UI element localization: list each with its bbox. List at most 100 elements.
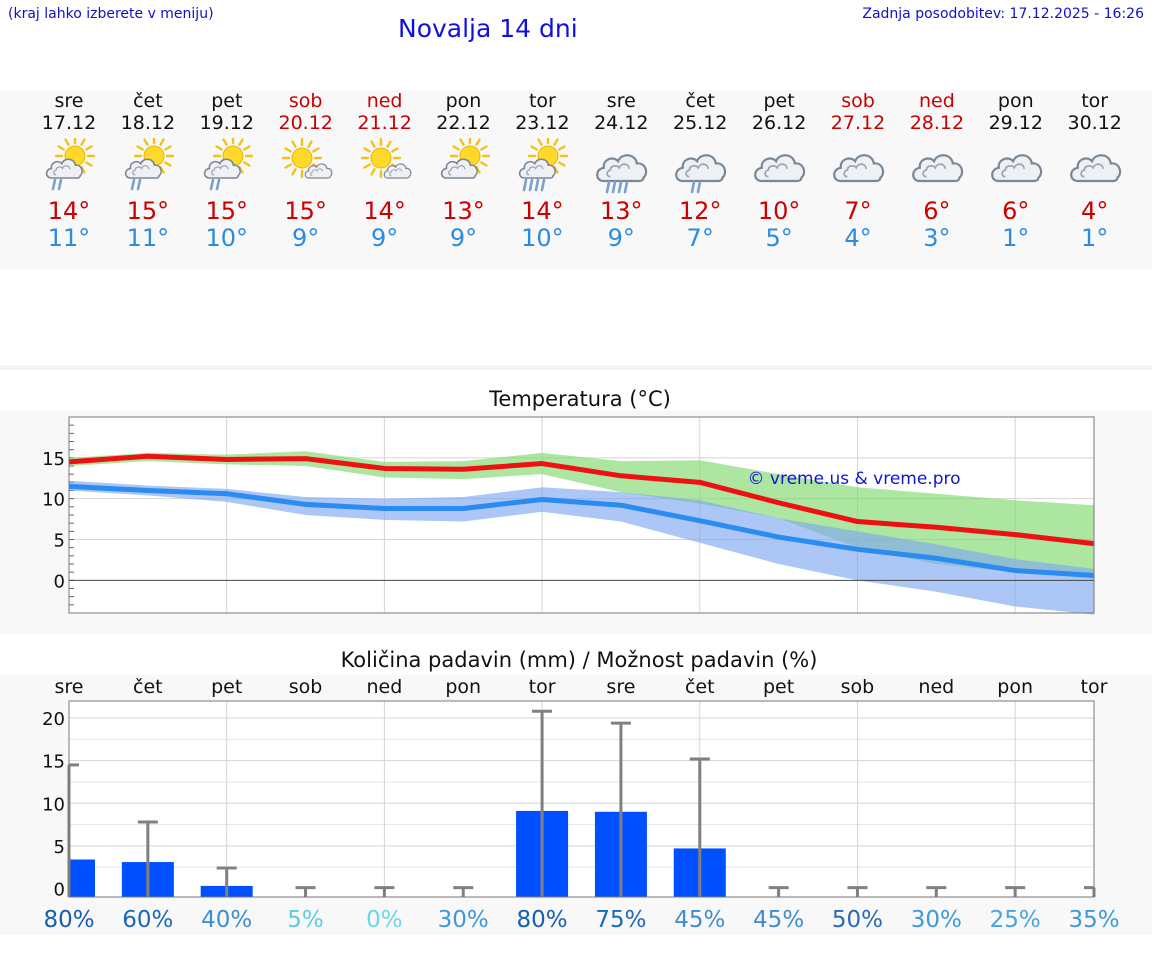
day-name: čet [685, 90, 715, 112]
precipitation-x-day-label: sob [289, 676, 323, 698]
min-temperature: 9° [370, 224, 399, 252]
max-temperature: 6° [923, 197, 951, 225]
min-temperature-line [68, 483, 1095, 578]
day-name: pon [997, 90, 1034, 112]
precipitation-x-day-label: čet [133, 676, 163, 698]
temperature-plot-frame [68, 416, 1095, 614]
precipitation-probability-label: 30% [438, 907, 489, 933]
sun-small-cloud-icon [278, 137, 334, 194]
day-date: 23.12 [515, 112, 570, 134]
precipitation-x-day-label: čet [685, 676, 715, 698]
day-date: 20.12 [278, 112, 333, 134]
min-temperature: 10° [205, 224, 249, 252]
cloud-heavy-rain-icon [593, 138, 649, 194]
precipitation-plot-area [69, 701, 1094, 897]
max-temperature: 15° [284, 197, 327, 225]
precipitation-probability-label: 40% [201, 907, 252, 933]
min-temperature: 11° [47, 224, 91, 252]
day-date: 25.12 [672, 112, 728, 134]
day-date: 22.12 [436, 112, 491, 134]
watermark: © vreme.us & vreme.pro [747, 469, 960, 489]
precipitation-y-tick-label: 0 [54, 879, 65, 900]
cloud-icon [909, 138, 965, 194]
day-column: sre 17.12 14° 11° [29, 90, 109, 252]
precipitation-x-day-label: pon [997, 676, 1033, 698]
precipitation-plot-frame [68, 700, 1095, 898]
precipitation-y-tick-label: 5 [54, 837, 65, 858]
day-name: čet [133, 90, 163, 112]
precipitation-probability-label: 30% [911, 907, 962, 933]
day-date: 28.12 [909, 112, 965, 134]
cloud-rain-icon [672, 138, 728, 194]
precipitation-bar [69, 859, 95, 897]
day-date: 19.12 [199, 112, 254, 134]
cloud-icon [1067, 138, 1123, 194]
daily-forecast-strip: sre 17.12 14° 11° čet 18.12 15° 11° pet … [0, 90, 1152, 270]
precipitation-y-tick-label: 20 [42, 709, 65, 730]
precipitation-x-day-label: pet [211, 676, 242, 698]
precipitation-x-day-label: sre [606, 676, 635, 698]
max-temperature: 7° [844, 197, 872, 225]
precipitation-x-day-label: sre [55, 676, 84, 698]
precipitation-chart-title: Količina padavin (mm) / Možnost padavin … [340, 648, 818, 672]
separator-band [0, 365, 1152, 370]
max-temperature: 15° [205, 197, 249, 225]
day-column: čet 25.12 12° 7° [660, 90, 740, 252]
day-date: 21.12 [357, 112, 412, 134]
max-temperature: 12° [678, 197, 722, 225]
max-temperature: 13° [442, 197, 485, 225]
location-hint: (kraj lahko izberete v meniju) [8, 6, 214, 22]
day-column: pet 19.12 15° 10° [187, 90, 267, 252]
cloud-icon [751, 138, 807, 194]
precipitation-probability-label: 35% [1068, 907, 1119, 933]
temperature-chart-title: Temperatura (°C) [489, 387, 671, 411]
precipitation-probability-label: 45% [674, 907, 725, 933]
precipitation-x-day-label: tor [529, 676, 556, 698]
max-temperature: 4° [1081, 197, 1109, 225]
max-temperature: 14° [363, 197, 406, 225]
min-temperature: 1° [1002, 224, 1030, 252]
min-temperature: 10° [521, 224, 564, 252]
precipitation-probability-label: 45% [753, 907, 804, 933]
day-column: čet 18.12 15° 11° [108, 90, 188, 252]
min-temperature: 5° [765, 224, 793, 252]
day-name: pet [763, 90, 795, 112]
day-column: sob 20.12 15° 9° [266, 90, 346, 252]
day-name: pet [211, 90, 243, 112]
precipitation-y-tick-label: 15 [42, 752, 65, 773]
day-column: pon 29.12 6° 1° [976, 90, 1056, 252]
precipitation-y-tick-label: 10 [42, 794, 65, 815]
precipitation-probability-label: 25% [990, 907, 1041, 933]
temperature-y-tick-label: 15 [42, 449, 65, 470]
precipitation-probability-label: 60% [122, 907, 173, 933]
temperature-y-tick-label: 10 [42, 490, 65, 511]
page-title: Novalja 14 dni [398, 14, 578, 43]
min-temperature: 3° [923, 224, 951, 252]
max-temperature: 13° [600, 197, 643, 225]
day-column: ned 28.12 6° 3° [897, 90, 977, 252]
cloud-icon [830, 138, 886, 194]
precipitation-x-day-label: pet [763, 676, 794, 698]
min-temperature: 9° [607, 224, 635, 252]
max-temperature-line [68, 453, 1095, 547]
last-update: Zadnja posodobitev: 17.12.2025 - 16:26 [862, 6, 1144, 22]
day-name: ned [918, 90, 955, 112]
max-temperature: 14° [47, 197, 91, 225]
temperature-y-tick-label: 0 [54, 571, 65, 592]
day-name: ned [366, 90, 403, 112]
max-temperature: 10° [757, 197, 801, 225]
day-name: sre [54, 90, 84, 112]
min-temperature: 1° [1081, 224, 1109, 252]
day-column: sre 24.12 13° 9° [581, 90, 661, 252]
precipitation-probability-label: 75% [595, 907, 646, 933]
day-name: sob [288, 90, 323, 112]
precipitation-probability-label: 80% [517, 907, 568, 933]
sun-cloud-rain-icon [120, 135, 176, 194]
day-column: ned 21.12 14° 9° [345, 90, 425, 252]
min-temperature: 9° [292, 224, 320, 252]
day-column: tor 30.12 4° 1° [1055, 90, 1135, 252]
precipitation-x-day-label: ned [366, 676, 402, 698]
precipitation-probability-label: 0% [366, 907, 403, 933]
precipitation-probability-label: 5% [287, 907, 324, 933]
